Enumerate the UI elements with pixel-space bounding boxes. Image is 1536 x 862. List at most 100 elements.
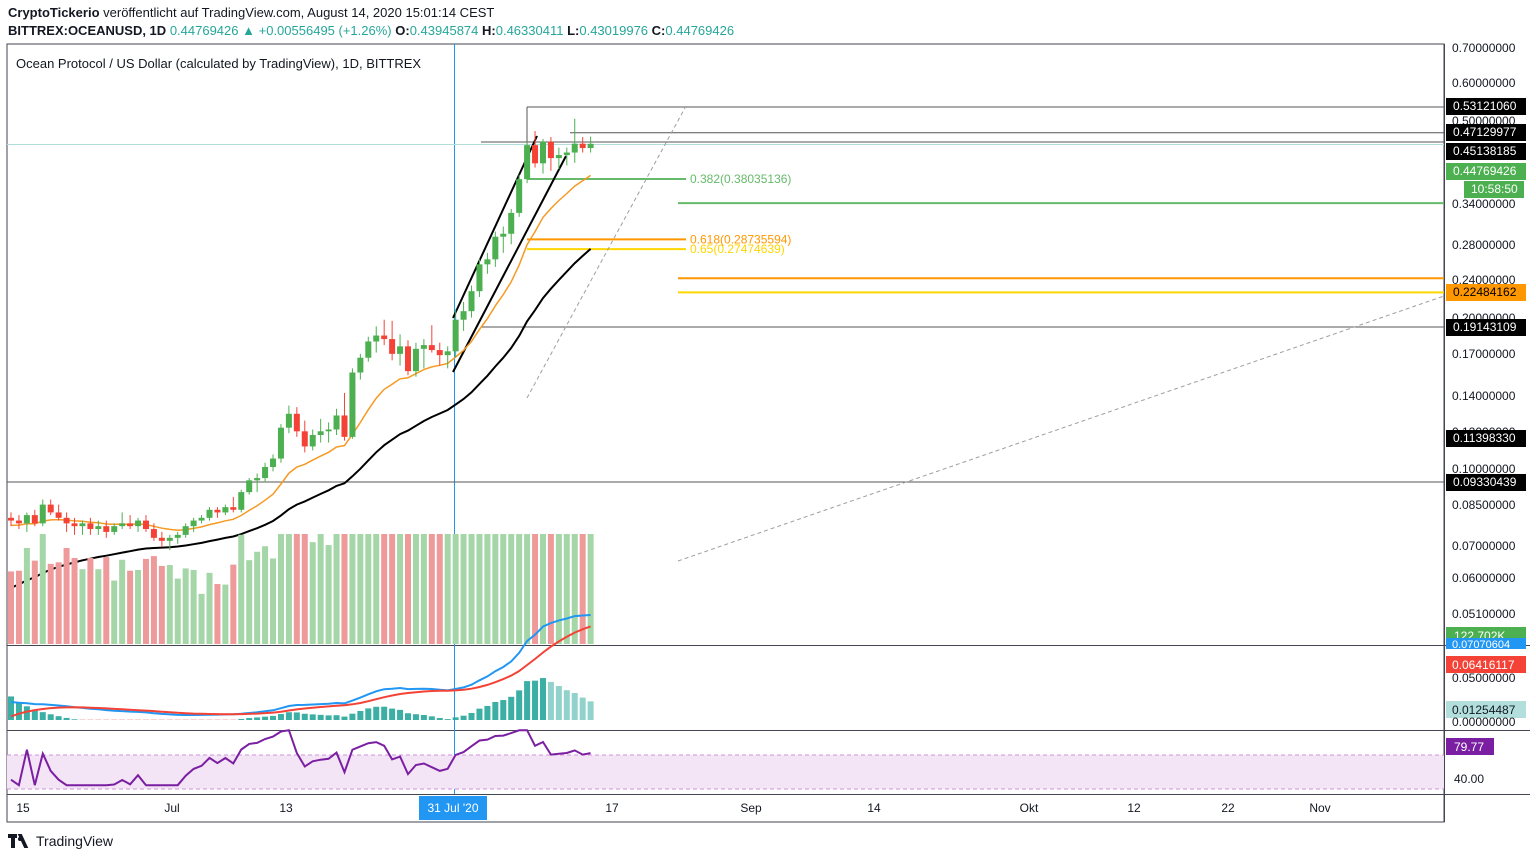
macd-histogram-bar xyxy=(547,681,554,720)
volume-bar xyxy=(436,534,443,644)
price-label-box xyxy=(1446,98,1526,115)
x-axis-tick: Okt xyxy=(1020,801,1039,815)
channel-line xyxy=(452,155,567,373)
price-axis-tick: 0.10000000 xyxy=(1452,462,1516,476)
rsi-value-label: 79.77 xyxy=(1454,740,1484,754)
macd-histogram-bar xyxy=(412,714,419,720)
volume-bar xyxy=(23,547,30,644)
macd-histogram-bar xyxy=(365,708,372,720)
candle-body xyxy=(142,520,149,530)
macd-histogram-bar xyxy=(301,713,308,720)
high-value: 0.46330411 xyxy=(495,23,564,38)
volume-bar xyxy=(277,534,284,644)
candle-body xyxy=(389,339,396,354)
volume-bar xyxy=(222,584,229,644)
volume-bar xyxy=(532,534,539,644)
candle-body xyxy=(8,517,14,521)
brand-name[interactable]: TradingView xyxy=(36,833,114,849)
macd-histogram-bar xyxy=(436,718,443,720)
macd-histogram-bar xyxy=(420,715,427,720)
volume-bar xyxy=(31,560,38,644)
macd-histogram-bar xyxy=(508,696,515,720)
price-axis-tick: 0.60000000 xyxy=(1452,76,1516,90)
change-arrow-icon: ▲ xyxy=(242,23,255,38)
macd-histogram-bar xyxy=(397,709,404,720)
candle-body xyxy=(182,526,189,535)
footer: TradingView xyxy=(8,833,113,849)
volume-bar xyxy=(127,570,134,644)
volume-bar xyxy=(381,534,388,644)
macd-histogram-bar xyxy=(460,715,467,720)
volume-bar xyxy=(15,570,22,644)
volume-bar xyxy=(39,534,46,644)
candle-body xyxy=(87,523,94,530)
macd-axis-tick: 0.05000000 xyxy=(1452,671,1516,685)
volume-bar xyxy=(563,534,570,644)
x-axis-tick: 22 xyxy=(1221,801,1235,815)
candle-body xyxy=(127,523,134,527)
plot-frame xyxy=(6,43,1445,823)
price-label-box xyxy=(1446,430,1526,447)
candle-body xyxy=(111,526,118,532)
x-axis-tick: 14 xyxy=(867,801,881,815)
candle-body xyxy=(95,526,102,530)
volume-bar xyxy=(571,534,578,644)
rsi-label-box xyxy=(1446,738,1494,755)
rsi-band xyxy=(7,755,1444,789)
price-label-box xyxy=(1464,181,1524,198)
candle-body xyxy=(444,351,451,356)
volume-bar xyxy=(357,534,364,644)
macd-histogram-bar xyxy=(246,718,253,720)
volume-bar xyxy=(142,558,149,644)
volume-bar xyxy=(71,557,78,644)
macd-histogram-bar xyxy=(539,678,546,720)
macd-histogram-bar xyxy=(293,712,300,720)
volume-bar xyxy=(508,534,515,644)
volume-bar xyxy=(516,534,523,644)
candle-body xyxy=(373,335,380,342)
open-value: 0.43945874 xyxy=(409,23,479,38)
fib-level-label: 0.65(0.27474639) xyxy=(690,242,785,256)
price-label: 0.53121060 xyxy=(1453,99,1517,113)
price-change: +0.00556495 (+1.26%) xyxy=(258,23,392,38)
volume-bar xyxy=(341,534,348,644)
volume-bar xyxy=(119,559,126,644)
volume-bar xyxy=(174,578,181,644)
candle-body xyxy=(532,145,539,164)
volume-bar xyxy=(333,534,340,644)
macd-histogram-bar xyxy=(63,717,70,720)
channel-line xyxy=(452,135,538,319)
last-price: 0.44769426 xyxy=(169,23,239,38)
candle-body xyxy=(277,427,284,459)
candle-body xyxy=(341,415,348,437)
macd-histogram-bar xyxy=(277,714,284,720)
macd-histogram-bar xyxy=(270,715,277,720)
x-axis-tick: 13 xyxy=(279,801,293,815)
macd-histogram-bar xyxy=(492,702,499,720)
candle-body xyxy=(301,431,308,447)
candle-body xyxy=(484,259,491,265)
open-label: O: xyxy=(395,23,410,38)
candle-body xyxy=(135,520,142,527)
rsi-axis-tick: 40.00 xyxy=(1454,772,1484,786)
x-axis-tick: 31 Jul '20 xyxy=(428,801,479,815)
candle-body xyxy=(428,345,435,351)
symbol-name[interactable]: BITTREX:OCEANUSD, 1D xyxy=(8,23,167,38)
x-axis-tick: 12 xyxy=(1127,801,1141,815)
volume-bar xyxy=(79,569,86,644)
macd-histogram-bar xyxy=(262,716,269,720)
volume-bar xyxy=(111,580,118,644)
macd-histogram-bar xyxy=(587,701,594,720)
macd-histogram-bar xyxy=(341,716,348,720)
volume-bar xyxy=(87,557,94,644)
macd-histogram-bar xyxy=(532,680,539,720)
price-label: 0.09330439 xyxy=(1453,475,1517,489)
chart-title: Ocean Protocol / US Dollar (calculated b… xyxy=(16,56,421,71)
price-label-box xyxy=(1446,319,1526,336)
price-axis-tick: 0.34000000 xyxy=(1452,197,1516,211)
publisher-name[interactable]: CryptoTickerio xyxy=(8,5,100,20)
volume-bar xyxy=(301,534,308,644)
candle-body xyxy=(23,515,30,524)
volume-bar xyxy=(428,534,435,644)
